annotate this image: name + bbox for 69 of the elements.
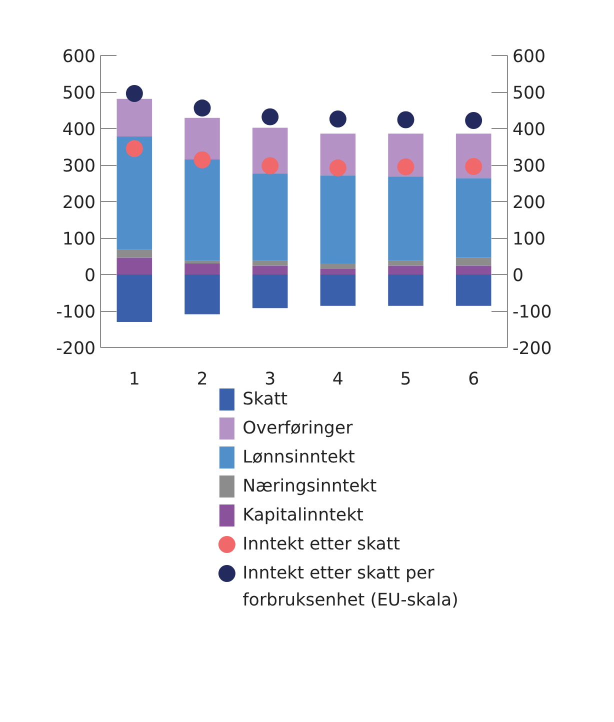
bar <box>252 260 288 266</box>
x-tick-label: 2 <box>196 370 208 390</box>
y2-tick-label: 600 <box>512 47 546 67</box>
y-tick-label: -100 <box>56 302 96 322</box>
legend-label: Lønnsinntekt <box>242 448 356 468</box>
y2-tick-label: 300 <box>512 156 546 176</box>
point <box>397 158 414 176</box>
bar <box>456 266 492 274</box>
bar <box>388 176 424 261</box>
y2-tick-label: -100 <box>512 302 552 322</box>
point <box>194 151 211 168</box>
y2-tick-label: 500 <box>512 84 546 104</box>
point <box>329 110 346 128</box>
point <box>194 100 211 117</box>
y-tick-label: 100 <box>62 230 96 250</box>
y-tick-label: 400 <box>62 120 96 140</box>
bar <box>320 264 356 269</box>
bar <box>184 260 220 264</box>
bar <box>252 173 288 261</box>
bar <box>184 160 220 261</box>
bar <box>116 136 152 250</box>
bar <box>456 258 492 266</box>
x-tick-label: 1 <box>128 370 140 390</box>
bar <box>184 118 220 160</box>
bar <box>116 98 152 137</box>
legend-label: Næringsinntekt <box>242 476 377 496</box>
bar <box>252 274 288 308</box>
point <box>465 112 482 129</box>
bar <box>116 258 152 274</box>
bar <box>320 268 356 274</box>
bar <box>252 266 288 274</box>
y-tick-label: 300 <box>62 156 96 176</box>
y2-tick-label: 0 <box>512 266 524 286</box>
y-tick-label: 200 <box>62 193 96 213</box>
bar <box>388 266 424 274</box>
x-tick-label: 6 <box>468 370 480 390</box>
point <box>126 140 143 158</box>
y2-tick-label: -200 <box>512 339 552 359</box>
y2-tick-label: 200 <box>512 193 546 213</box>
y-tick-label: 0 <box>84 266 96 286</box>
bar <box>320 175 356 264</box>
point <box>465 158 482 175</box>
bar <box>456 178 492 258</box>
legend-label: Inntekt etter skatt per forbruksenhet (EU-skala) <box>242 564 458 610</box>
point <box>126 84 143 102</box>
legend-label: Overføringer <box>242 418 354 438</box>
legend-label: Kapitalinntekt <box>242 506 364 526</box>
point <box>397 111 414 128</box>
bar <box>388 260 424 266</box>
bar <box>320 274 356 306</box>
bar <box>184 274 220 314</box>
y-tick-label: -200 <box>56 339 96 359</box>
x-tick-label: 3 <box>264 370 276 390</box>
point <box>262 157 279 174</box>
legend-label: Inntekt etter skatt <box>242 534 400 554</box>
bar <box>184 264 220 274</box>
legend-label: Skatt <box>242 390 288 410</box>
bar <box>388 274 424 306</box>
bar <box>456 274 492 306</box>
point <box>262 108 279 126</box>
x-tick-label: 4 <box>332 370 344 390</box>
point <box>329 159 346 176</box>
x-tick-label: 5 <box>400 370 412 390</box>
y-tick-label: 600 <box>62 47 96 67</box>
bar <box>116 250 152 258</box>
bar <box>116 274 152 322</box>
y-tick-label: 500 <box>62 84 96 104</box>
y2-tick-label: 400 <box>512 120 546 140</box>
y2-tick-label: 100 <box>512 230 546 250</box>
